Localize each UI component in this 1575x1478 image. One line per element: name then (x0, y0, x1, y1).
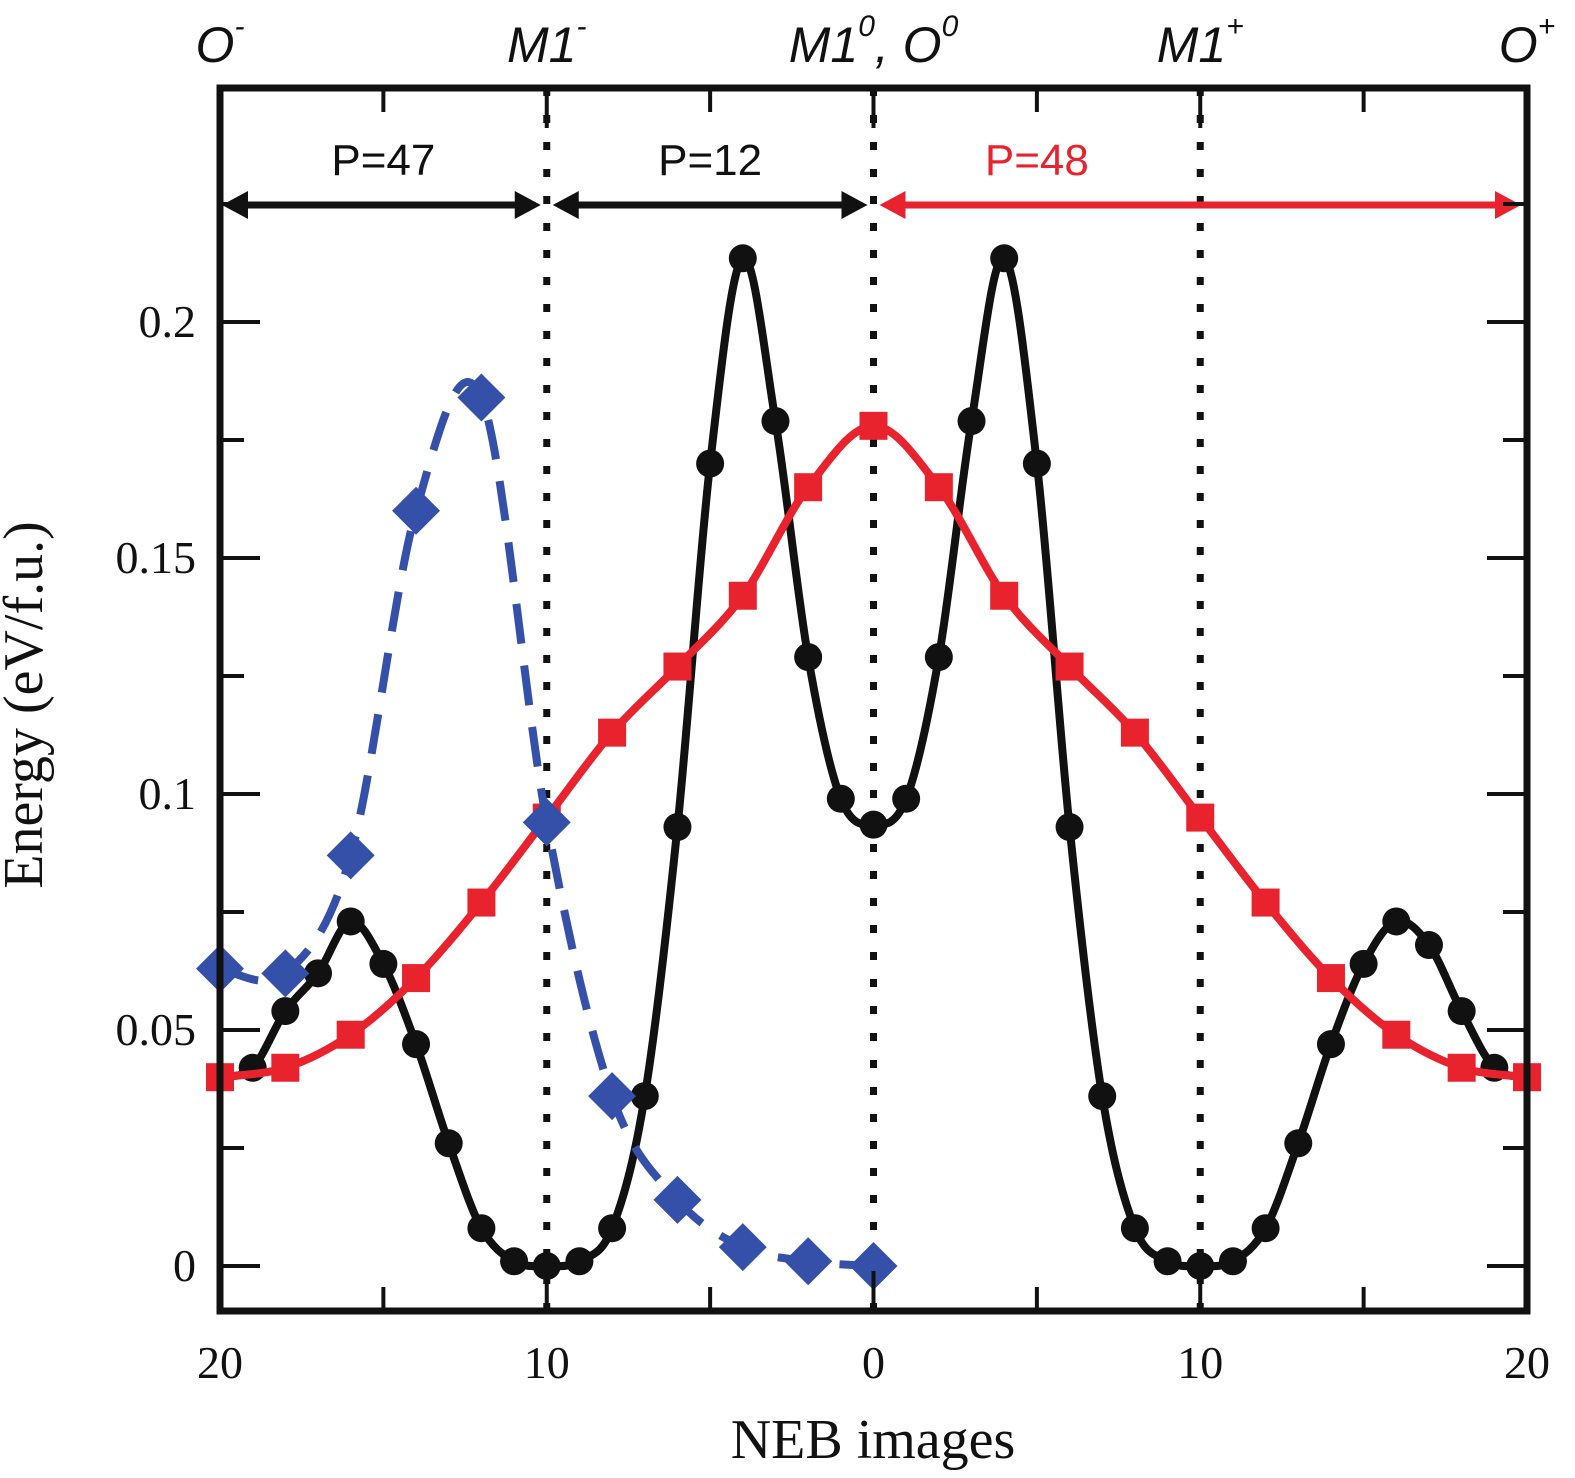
data-point-square (728, 581, 757, 610)
x-tick-label: 0 (862, 1337, 885, 1388)
data-point-circle (859, 810, 888, 839)
range-arrow-head-right (514, 191, 541, 219)
data-point-circle (761, 407, 790, 436)
data-point-circle (924, 643, 953, 672)
y-tick-label: 0.05 (116, 1004, 197, 1055)
data-point-square (794, 473, 823, 502)
data-point-square (990, 581, 1019, 610)
series-layer (196, 244, 1541, 1290)
data-point-circle (565, 1247, 594, 1276)
data-point-square (1251, 888, 1280, 917)
data-point-circle (1414, 931, 1443, 960)
x-tick-label: 20 (1504, 1337, 1550, 1388)
data-point-circle (1153, 1247, 1182, 1276)
top-state-label: M10, O0 (789, 10, 959, 73)
data-point-circle (467, 1214, 496, 1243)
y-axis-title: Energy (eV/f.u.) (0, 521, 55, 889)
data-point-square (598, 718, 627, 747)
y-tick-label: 0.15 (116, 532, 197, 583)
data-point-diamond (326, 831, 375, 880)
y-tick-label: 0 (173, 1240, 196, 1291)
range-label: P=47 (331, 136, 435, 185)
data-point-circle (1349, 949, 1378, 978)
data-point-circle (696, 449, 725, 478)
range-arrow-head-left (552, 191, 579, 219)
data-point-circle (728, 244, 757, 273)
axes-frame (216, 84, 1531, 1315)
x-tick-label: 10 (524, 1337, 570, 1388)
data-point-circle (1088, 1082, 1117, 1111)
data-point-circle (271, 997, 300, 1026)
data-point-square (1186, 803, 1215, 832)
x-tick-label: 10 (1177, 1337, 1223, 1388)
range-label: P=12 (658, 136, 762, 185)
data-point-circle (1186, 1252, 1215, 1280)
data-point-square (1447, 1053, 1476, 1082)
range-arrow-head-right (841, 191, 868, 219)
data-point-circle (1251, 1214, 1280, 1243)
x-axis-title: NEB images (731, 1409, 1016, 1471)
data-point-square (924, 473, 953, 502)
data-point-circle (598, 1214, 627, 1243)
range-arrow-head-left (879, 191, 906, 219)
y-tick-label: 0.2 (139, 296, 197, 347)
top-state-label: O+ (1499, 10, 1555, 73)
data-point-diamond (392, 486, 441, 535)
top-state-label: M1- (507, 10, 586, 73)
top-state-label: O- (196, 10, 245, 73)
data-point-circle (369, 949, 398, 978)
data-point-diamond (522, 798, 571, 847)
data-point-square (271, 1053, 300, 1082)
data-point-circle (1055, 813, 1084, 842)
data-point-circle (892, 784, 921, 813)
data-point-square (467, 888, 496, 917)
data-point-square (1055, 652, 1084, 681)
data-point-square (859, 411, 888, 440)
data-point-circle (663, 813, 692, 842)
path-range-arrows: P=47 P=12 P=48 (222, 136, 1521, 219)
series-black-circles (206, 244, 1541, 1280)
series-blue-diamonds (196, 373, 898, 1290)
data-point-diamond (784, 1237, 833, 1286)
data-point-circle (532, 1252, 561, 1280)
data-point-circle (1316, 1030, 1345, 1059)
data-point-circle (336, 907, 365, 936)
data-point-diamond (457, 373, 506, 422)
range-label: P=48 (985, 136, 1089, 185)
data-point-circle (1218, 1247, 1247, 1276)
data-point-square (1382, 1020, 1411, 1049)
data-point-diamond (588, 1072, 637, 1121)
data-point-square (663, 652, 692, 681)
data-point-square (402, 964, 431, 993)
plot-frame (216, 84, 1531, 1315)
data-point-diamond (849, 1242, 898, 1290)
top-state-label: M1+ (1157, 10, 1244, 73)
data-point-circle (957, 407, 986, 436)
data-point-circle (500, 1247, 529, 1276)
data-point-square (1316, 964, 1345, 993)
top-state-labels: O- M1- M10, O0 M1+ O+ (196, 10, 1556, 73)
data-point-circle (630, 1082, 659, 1111)
data-point-square (336, 1020, 365, 1049)
data-point-circle (1120, 1214, 1149, 1243)
data-point-square (1120, 718, 1149, 747)
data-point-circle (794, 643, 823, 672)
data-point-diamond (261, 949, 310, 998)
data-point-circle (1447, 997, 1476, 1026)
data-point-circle (826, 784, 855, 813)
data-point-circle (1022, 449, 1051, 478)
data-point-circle (990, 244, 1019, 273)
data-point-diamond (653, 1175, 702, 1224)
data-point-diamond (718, 1223, 767, 1272)
data-point-circle (1284, 1129, 1313, 1158)
data-point-circle (434, 1129, 463, 1158)
x-tick-label: 20 (197, 1337, 243, 1388)
data-point-circle (402, 1030, 431, 1059)
data-point-circle (1382, 907, 1411, 936)
y-tick-label: 0.1 (139, 768, 197, 819)
data-point-circle (304, 959, 333, 988)
